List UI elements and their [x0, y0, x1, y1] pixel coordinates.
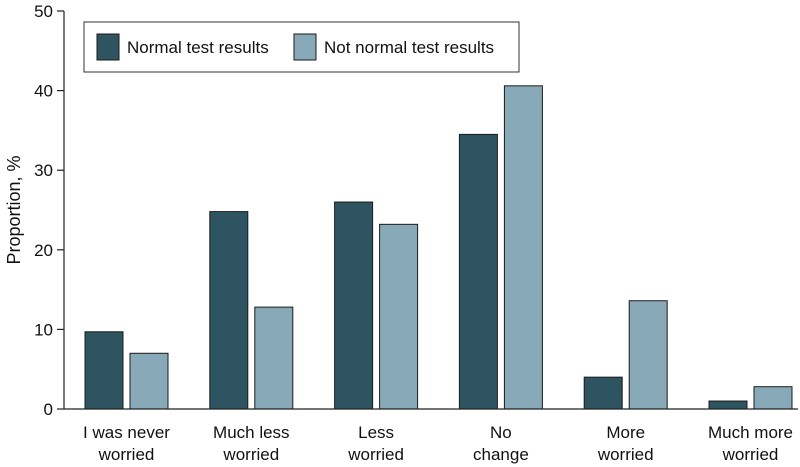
y-tick-label-0: 0: [44, 400, 53, 419]
bar-normal-2: [334, 201, 374, 410]
y-tick-label-20: 20: [34, 241, 53, 260]
bars-layer: [84, 85, 793, 410]
bar-normal-5: [708, 400, 748, 410]
legend-label-normal: Normal test results: [127, 38, 269, 57]
bar-normal-3: [458, 133, 498, 410]
y-tick-label-50: 50: [34, 2, 53, 21]
axes-layer: 0 10 20 30 40 50 I was never worried Much less w…: [4, 2, 798, 464]
legend-swatch-not-normal: [293, 33, 317, 61]
bar-not-normal-1: [254, 306, 294, 410]
x-category-label-2: Less worried: [347, 423, 404, 464]
bar-not-normal-0: [129, 352, 169, 410]
x-category-label-1: Much less worried: [213, 423, 290, 464]
x-category-label-4: More worried: [597, 423, 654, 464]
bar-not-normal-4: [628, 300, 668, 410]
x-axis-category-labels: I was never worried Much less worried Less wo…: [83, 423, 793, 464]
y-axis-ticks: 0 10 20 30 40 50: [34, 2, 64, 419]
x-category-label-5: Much more worried: [708, 423, 793, 464]
y-tick-label-30: 30: [34, 161, 53, 180]
legend-swatch-normal: [96, 33, 120, 61]
y-tick-label-40: 40: [34, 82, 53, 101]
x-category-label-3: No change: [473, 423, 529, 464]
y-tick-label-10: 10: [34, 320, 53, 339]
legend-label-not-normal: Not normal test results: [324, 38, 494, 57]
bar-normal-1: [209, 211, 249, 410]
bar-not-normal-5: [753, 386, 793, 410]
bar-not-normal-3: [503, 85, 543, 410]
y-axis-title: Proportion, %: [4, 155, 24, 264]
bar-normal-4: [583, 376, 623, 410]
legend: Normal test results Not normal test resu…: [83, 21, 520, 73]
bar-normal-0: [84, 331, 124, 410]
x-category-label-0: I was never worried: [83, 423, 170, 464]
bar-not-normal-2: [379, 223, 419, 410]
